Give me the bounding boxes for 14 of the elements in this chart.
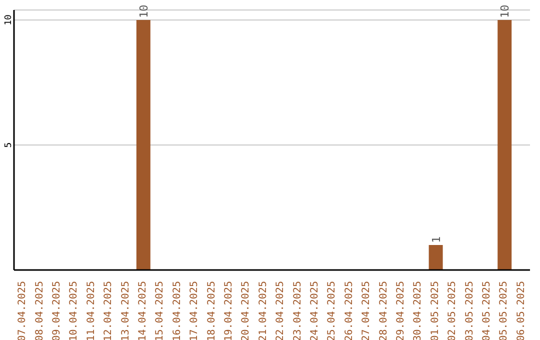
x-tick-label: 15.04.2025 bbox=[154, 281, 166, 340]
data-label: 1 bbox=[430, 236, 443, 243]
x-tick-label: 10.04.2025 bbox=[68, 281, 80, 340]
x-tick-label: 18.04.2025 bbox=[206, 281, 218, 340]
x-tick-label: 19.04.2025 bbox=[224, 281, 234, 340]
data-label: 10 bbox=[137, 4, 150, 18]
y-tick-label: 5 bbox=[4, 142, 14, 148]
x-tick-label: 14.04.2025 bbox=[138, 281, 148, 340]
x-tick-label: 16.04.2025 bbox=[172, 281, 183, 340]
x-tick-label: 17.04.2025 bbox=[189, 281, 200, 340]
x-tick-label: 12.04.2025 bbox=[103, 281, 114, 340]
x-tick-label: 13.04.2025 bbox=[120, 281, 132, 340]
data-label: 10 bbox=[498, 4, 512, 18]
x-tick-label: 11.04.2025 bbox=[86, 281, 97, 340]
